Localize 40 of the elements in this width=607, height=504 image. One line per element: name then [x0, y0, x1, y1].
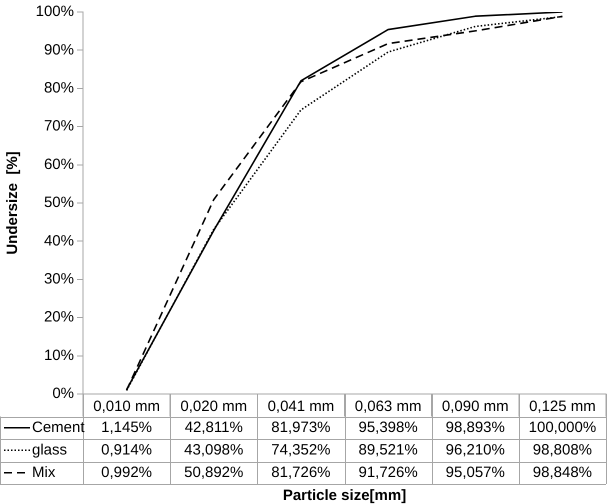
data-label: 95,398% — [358, 418, 418, 436]
data-label: 50,892% — [184, 464, 244, 481]
x-tick-label: 0,041 mm — [268, 398, 334, 416]
x-tick-label: 0,010 mm — [93, 398, 160, 416]
data-label: 98,848% — [532, 464, 592, 481]
legend-label: Cement — [32, 418, 86, 436]
x-axis-title: Particle size[mm] — [282, 487, 406, 504]
data-label: 1,145% — [101, 418, 152, 436]
data-label: 81,973% — [271, 418, 331, 436]
data-label: 42,811% — [184, 418, 243, 436]
x-tick-label: 0,063 mm — [354, 398, 422, 416]
data-label: 98,893% — [446, 418, 505, 436]
data-label: 43,098% — [184, 441, 244, 458]
y-tick-label: 30% — [44, 270, 74, 288]
y-tick-label: 60% — [44, 156, 74, 173]
y-tick-label: 0% — [52, 385, 74, 402]
data-label: 0,914% — [101, 441, 152, 458]
y-tick-label: 70% — [44, 118, 74, 135]
x-tick-label: 0,020 mm — [180, 398, 248, 416]
y-tick-label: 50% — [44, 194, 74, 212]
x-tick-label: 0,090 mm — [442, 398, 509, 416]
data-label: 0,992% — [101, 464, 152, 481]
x-tick-label: 0,125 mm — [529, 398, 596, 416]
data-label: 95,057% — [446, 464, 505, 481]
y-tick-label: 40% — [44, 232, 74, 250]
data-label: 74,352% — [271, 441, 331, 458]
data-label: 89,521% — [358, 441, 418, 458]
legend-label: glass — [32, 441, 68, 458]
data-label: 100,000% — [528, 418, 596, 436]
data-label: 81,726% — [271, 464, 331, 481]
y-tick-label: 20% — [44, 308, 74, 326]
data-label: 96,210% — [446, 441, 505, 458]
y-axis-title: Undersize [%] — [4, 151, 22, 255]
data-label: 91,726% — [358, 464, 418, 481]
legend-label: Mix — [32, 464, 56, 481]
data-label: 98,808% — [532, 441, 592, 458]
y-tick-label: 10% — [44, 346, 74, 364]
y-tick-label: 80% — [44, 80, 74, 97]
y-tick-label: 90% — [44, 41, 74, 58]
y-tick-label: 100% — [36, 3, 74, 20]
